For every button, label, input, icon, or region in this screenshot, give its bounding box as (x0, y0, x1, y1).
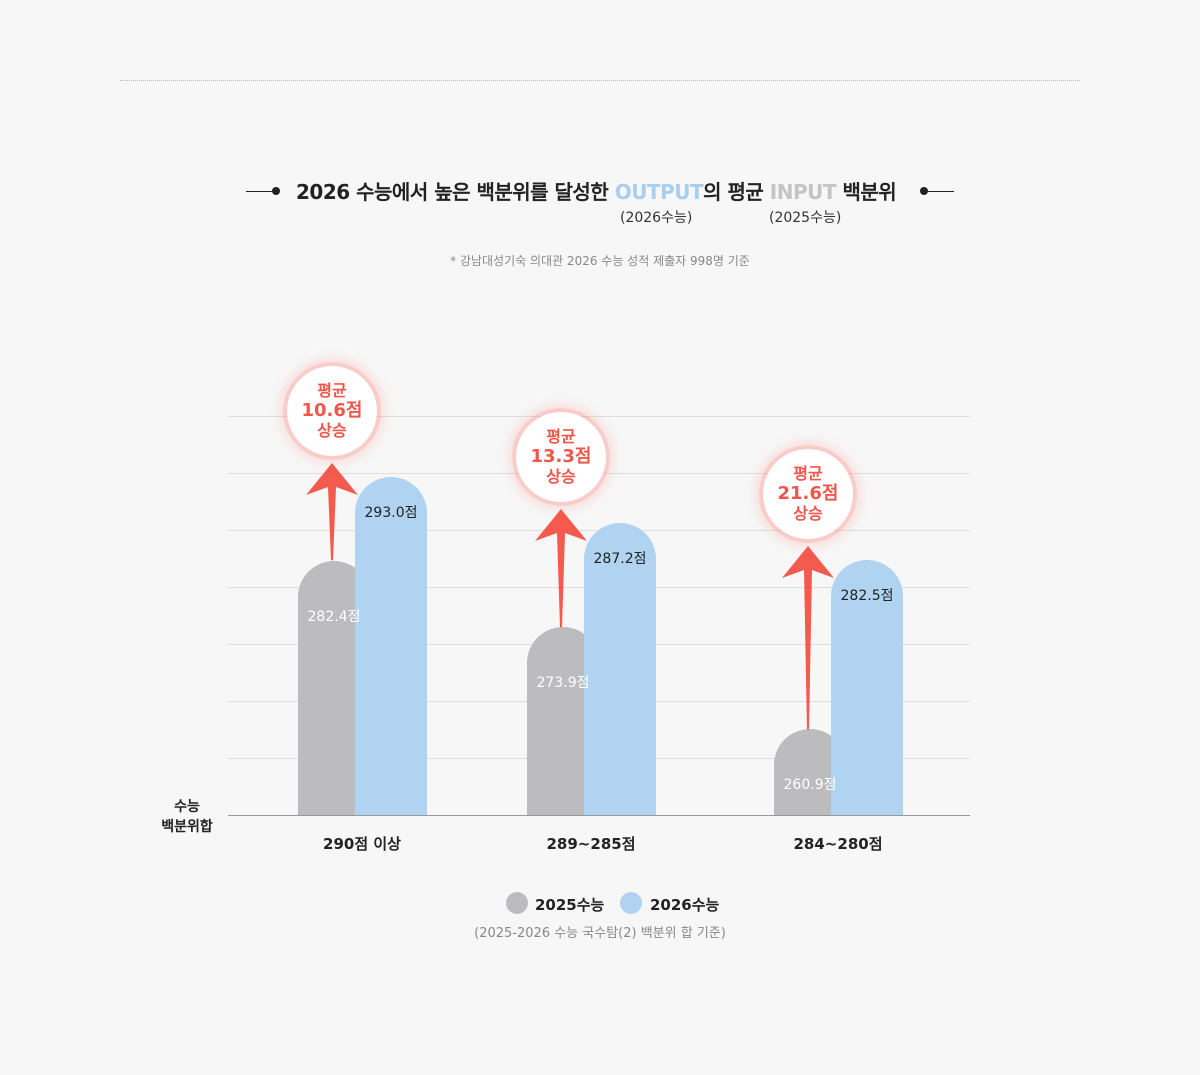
title-input-word: INPUT (769, 180, 837, 204)
increase-badge: 평균 13.3점 상승 (516, 411, 606, 502)
x-tick-label: 284~280점 (793, 835, 883, 853)
increase-badge-line1: 평균 (317, 381, 347, 401)
data-label-2026: 287.2점 (593, 550, 647, 567)
title-text-end: 백분위 (836, 180, 897, 204)
increase-badge-line2: 10.6점 (301, 400, 363, 422)
increase-arrow-icon (782, 545, 834, 730)
title-deco-left-dot (272, 187, 280, 195)
increase-badge-line2: 13.3점 (530, 445, 592, 467)
data-label-2025: 260.9점 (783, 777, 837, 794)
x-tick-label: 289~285점 (546, 835, 636, 853)
bar-2026 (831, 559, 903, 815)
data-label-2025: 282.4점 (307, 608, 361, 625)
increase-badge-line3: 상승 (546, 466, 576, 486)
legend-swatch-2025 (506, 892, 528, 914)
legend-label-2025: 2025수능 (535, 896, 605, 914)
title-deco-right-line (924, 191, 954, 192)
increase-badge: 평균 10.6점 상승 (287, 366, 377, 457)
y-axis-label-line1: 수능 (174, 799, 200, 815)
title-text-main: 2026 수능에서 높은 백분위를 달성한 (296, 180, 615, 204)
increase-arrow-icon (306, 463, 358, 561)
data-label-2026: 293.0점 (364, 505, 418, 522)
increase-badge-line2: 21.6점 (777, 482, 839, 504)
legend: 2025수능 2026수능 (0, 891, 1200, 915)
y-axis-label-line2: 백분위합 (161, 819, 213, 835)
legend-label-2026: 2026수능 (650, 896, 720, 914)
title-deco-left-line (246, 191, 276, 192)
increase-badge-line3: 상승 (317, 421, 347, 441)
chart-title-row: 2026 수능에서 높은 백분위를 달성한 OUTPUT의 평균 INPUT 백… (0, 176, 1200, 208)
input-sublabel: (2025수능) (769, 210, 842, 226)
legend-note: (2025-2026 수능 국수탐(2) 백분위 합 기준) (474, 926, 726, 941)
data-label-2025: 273.9점 (536, 675, 590, 692)
increase-badge: 평균 21.6점 상승 (763, 448, 853, 539)
increase-badge-line3: 상승 (793, 503, 823, 523)
y-axis-label: 수능 백분위합 (152, 797, 222, 837)
increase-badge-line1: 평균 (546, 426, 576, 446)
bar-2026 (355, 477, 427, 815)
x-axis-line (228, 815, 970, 816)
x-tick-label: 290점 이상 (323, 835, 401, 853)
bar-2026 (584, 522, 656, 815)
data-label-2026: 282.5점 (840, 587, 894, 604)
output-sublabel: (2026수능) (620, 210, 693, 226)
top-divider (120, 80, 1080, 81)
title-text-mid: 의 평균 (703, 180, 770, 204)
title-output-word: OUTPUT (614, 180, 704, 204)
grid-line (228, 416, 970, 417)
source-note: * 강남대성기숙 의대관 2026 수능 성적 제출자 998명 기준 (450, 254, 750, 268)
chart-title: 2026 수능에서 높은 백분위를 달성한 OUTPUT의 평균 INPUT 백… (296, 176, 897, 205)
increase-badge-line1: 평균 (793, 463, 823, 483)
legend-swatch-2026 (620, 892, 642, 914)
increase-arrow-icon (535, 508, 587, 628)
